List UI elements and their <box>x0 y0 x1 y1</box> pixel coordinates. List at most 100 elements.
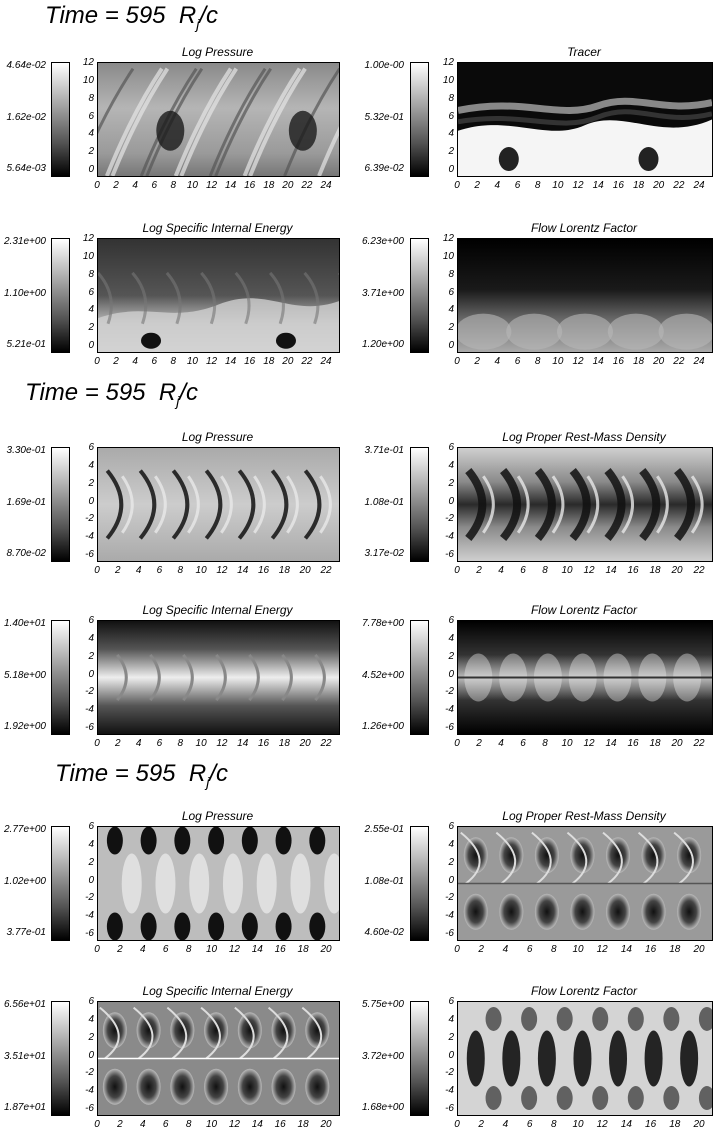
x-tick-label: 18 <box>263 180 275 191</box>
y-tick-label: 0 <box>88 340 94 351</box>
y-tick-label: 0 <box>88 495 94 507</box>
colorbar-label: 4.64e-02 <box>6 60 46 71</box>
time-unit: R <box>158 379 177 406</box>
y-tick-label: -6 <box>85 722 94 733</box>
y-tick-label: 6 <box>88 286 94 298</box>
colorbar-label: 5.64e-03 <box>6 163 46 174</box>
colorbar-label: 1.08e-01 <box>364 496 404 508</box>
y-tick-label: 4 <box>88 838 94 850</box>
field-image <box>458 448 712 561</box>
colorbar-label: 3.51e+01 <box>4 1050 46 1062</box>
y-tick-label: -6 <box>85 928 94 939</box>
colorbar <box>410 238 429 353</box>
y-tick-label: 0 <box>448 495 454 507</box>
x-tick-label: 18 <box>669 1119 681 1130</box>
y-tick-label: 4 <box>88 459 94 471</box>
y-tick-label: 10 <box>82 74 94 86</box>
x-tick-label: 20 <box>299 738 311 749</box>
colorbar-label: 6.23e+00 <box>362 236 404 247</box>
x-tick-label: 20 <box>653 180 665 191</box>
x-tick-label: 2 <box>478 1119 484 1130</box>
field-image <box>98 827 339 940</box>
field-image <box>98 448 339 561</box>
x-tick-label: 6 <box>162 944 169 955</box>
x-tick-label: 16 <box>627 565 639 576</box>
colorbar-label: 4.52e+00 <box>362 669 404 681</box>
y-tick-label: -6 <box>85 549 94 560</box>
colorbar-label: 2.77e+00 <box>4 824 46 835</box>
x-tick-label: 4 <box>502 944 509 955</box>
time-unit-tail: /c <box>209 760 229 787</box>
y-tick-label: 0 <box>448 874 454 886</box>
y-tick-label: 2 <box>88 650 94 662</box>
panel-title: Log Pressure <box>181 809 254 823</box>
x-tick-label: 10 <box>552 180 564 191</box>
panel-title: Log Specific Internal Energy <box>142 221 293 235</box>
y-tick-label: 2 <box>88 146 94 158</box>
x-tick-label: 2 <box>117 944 123 955</box>
x-tick-label: 16 <box>645 1119 657 1130</box>
y-tick-label: 0 <box>448 340 454 351</box>
colorbar-label: 1.26e+00 <box>362 721 404 732</box>
panel-title: Tracer <box>567 45 601 59</box>
y-tick-label: -4 <box>85 1085 94 1097</box>
colorbar-label: 1.00e-00 <box>364 60 404 71</box>
time-value: 595 <box>105 379 146 406</box>
colorbar-label: 6.39e-02 <box>364 163 404 174</box>
y-tick-label: 0 <box>448 668 454 680</box>
x-tick-label: 0 <box>94 356 100 367</box>
x-tick-label: 22 <box>320 738 332 749</box>
x-tick-label: 20 <box>320 1119 332 1130</box>
y-tick-label: 6 <box>88 821 94 832</box>
y-tick-label: 2 <box>88 477 94 489</box>
x-tick-label: 0 <box>454 180 460 191</box>
x-tick-label: 20 <box>282 180 294 191</box>
x-tick-label: 22 <box>320 565 332 576</box>
y-tick-label: -4 <box>445 910 454 922</box>
y-tick-label: 2 <box>448 477 454 489</box>
field-plot <box>457 826 713 941</box>
x-tick-label: 0 <box>454 356 460 367</box>
field-svg <box>98 827 339 940</box>
colorbar-label: 7.78e+00 <box>362 618 404 629</box>
x-tick-label: 6 <box>520 738 526 749</box>
x-tick-label: 14 <box>592 356 604 367</box>
y-tick-label: 8 <box>448 268 454 280</box>
x-tick-label: 18 <box>297 944 309 955</box>
y-tick-label: 4 <box>88 632 94 644</box>
y-tick-label: -4 <box>445 704 454 716</box>
y-tick-label: -2 <box>445 892 454 904</box>
y-tick-label: 6 <box>88 110 94 122</box>
x-tick-label: 2 <box>115 565 121 576</box>
x-tick-label: 8 <box>185 944 192 955</box>
x-tick-label: 10 <box>572 944 584 955</box>
y-tick-label: 6 <box>88 996 94 1007</box>
x-tick-label: 18 <box>297 1119 309 1130</box>
y-tick-label: 2 <box>448 322 454 334</box>
y-tick-label: 6 <box>88 615 94 626</box>
y-tick-label: 10 <box>442 74 454 86</box>
y-tick-label: -2 <box>445 686 454 698</box>
time-unit: R <box>178 2 197 29</box>
y-tick-label: 8 <box>448 92 454 104</box>
x-tick-label: 20 <box>693 944 705 955</box>
x-tick-label: 20 <box>653 356 665 367</box>
field-plot <box>457 1001 713 1116</box>
x-tick-label: 8 <box>534 180 541 191</box>
field-image <box>458 827 712 940</box>
x-tick-label: 4 <box>494 180 501 191</box>
y-tick-label: 0 <box>88 668 94 680</box>
y-tick-label: 6 <box>448 615 454 626</box>
x-tick-label: 10 <box>186 356 198 367</box>
y-tick-label: -4 <box>85 704 94 716</box>
y-tick-label: 4 <box>448 838 454 850</box>
x-tick-label: 4 <box>132 180 138 191</box>
x-tick-label: 10 <box>195 565 207 576</box>
field-image <box>98 621 339 734</box>
x-tick-label: 0 <box>94 180 100 191</box>
y-tick-label: -4 <box>85 910 94 922</box>
colorbar-label: 1.69e-01 <box>6 496 46 508</box>
y-tick-label: -2 <box>445 1067 454 1079</box>
colorbar <box>51 447 70 562</box>
x-tick-label: 8 <box>534 356 541 367</box>
